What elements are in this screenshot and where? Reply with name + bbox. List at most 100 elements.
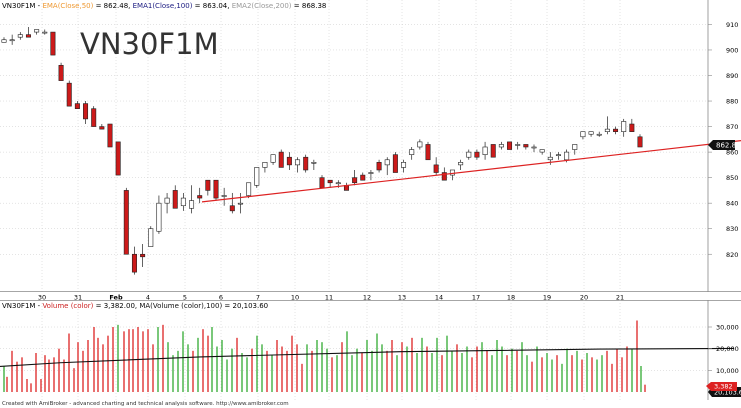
candle[interactable] (50, 31, 56, 56)
candle-body (221, 195, 227, 197)
candle[interactable] (115, 141, 121, 176)
candle-body (596, 133, 602, 136)
candle[interactable] (401, 159, 407, 173)
candle[interactable] (131, 246, 137, 275)
price-tick-label: 860 (726, 149, 738, 157)
candle[interactable] (352, 169, 358, 186)
candle[interactable] (523, 144, 529, 150)
candle[interactable] (66, 80, 72, 107)
date-tick-label: 11 (325, 294, 333, 302)
candle[interactable] (91, 106, 97, 127)
candle[interactable] (539, 149, 545, 155)
candle[interactable] (580, 131, 586, 140)
candle[interactable] (25, 26, 31, 38)
candle[interactable] (197, 187, 203, 204)
candle[interactable] (327, 179, 333, 188)
candle[interactable] (1, 37, 7, 43)
candle[interactable] (42, 29, 48, 35)
candle[interactable] (515, 141, 521, 150)
candle[interactable] (237, 192, 243, 214)
candle[interactable] (107, 123, 113, 148)
candle[interactable] (629, 118, 635, 132)
candle-body (213, 179, 219, 199)
candle[interactable] (34, 29, 40, 35)
price-chart[interactable]: 820 830 840 850 860 870 880 890 900 910 862.8 VN3… (0, 0, 741, 292)
candle-body (621, 121, 627, 132)
trendline[interactable] (201, 140, 741, 203)
candle[interactable] (17, 32, 23, 40)
candle[interactable] (490, 144, 496, 158)
candle[interactable] (156, 195, 162, 234)
candle[interactable] (384, 157, 390, 176)
candle[interactable] (588, 131, 594, 137)
candle[interactable] (164, 192, 170, 214)
date-tick-label: 18 (507, 294, 515, 302)
candle[interactable] (637, 134, 643, 148)
candle[interactable] (417, 139, 423, 150)
candle[interactable] (376, 159, 382, 173)
candle-body (335, 182, 341, 185)
candle-body (91, 108, 97, 127)
candle[interactable] (286, 152, 292, 170)
candle[interactable] (123, 187, 129, 255)
candle[interactable] (58, 62, 64, 81)
candle[interactable] (205, 179, 211, 196)
candle[interactable] (621, 118, 627, 137)
volume-chart[interactable]: 10,000 20,000 30,000 20,103.6 3,382 VN30F1… (0, 300, 741, 400)
candle[interactable] (254, 167, 260, 188)
candle[interactable] (270, 154, 276, 165)
candle[interactable] (425, 141, 431, 161)
candle[interactable] (74, 101, 80, 109)
candle[interactable] (229, 192, 235, 214)
date-tick-label: 10 (291, 294, 299, 302)
candle[interactable] (474, 149, 480, 160)
candle[interactable] (83, 101, 89, 125)
candle[interactable] (303, 154, 309, 173)
candle[interactable] (604, 116, 610, 135)
candle[interactable] (262, 162, 268, 173)
candle[interactable] (295, 157, 301, 173)
date-tick-label: 31 (74, 294, 82, 302)
candle[interactable] (409, 147, 415, 160)
candle[interactable] (189, 185, 195, 214)
candle[interactable] (531, 144, 537, 153)
price-tick-label: 900 (726, 46, 738, 54)
candle[interactable] (99, 124, 105, 130)
candle[interactable] (360, 172, 366, 181)
candle[interactable] (507, 141, 513, 150)
candle[interactable] (148, 226, 154, 247)
candle-body (539, 149, 545, 153)
candle[interactable] (9, 34, 15, 45)
candle[interactable] (213, 179, 219, 201)
candle-body (246, 182, 252, 196)
candle[interactable] (311, 159, 317, 170)
candle[interactable] (596, 131, 602, 137)
candle[interactable] (498, 141, 504, 150)
candle-body (507, 141, 513, 150)
candlesticks (1, 26, 643, 275)
candle-body (303, 156, 309, 171)
candle[interactable] (278, 149, 284, 168)
price-tick-label: 840 (726, 200, 738, 208)
candle[interactable] (449, 169, 455, 181)
candle[interactable] (392, 152, 398, 173)
candle[interactable] (246, 182, 252, 199)
candle[interactable] (172, 185, 178, 209)
candle[interactable] (180, 192, 186, 211)
candle[interactable] (466, 149, 472, 160)
candle-body (629, 123, 635, 132)
candle-body (9, 39, 15, 42)
candle-body (572, 144, 578, 150)
candle[interactable] (572, 144, 578, 155)
candle[interactable] (613, 126, 619, 135)
candle[interactable] (368, 169, 374, 181)
candle[interactable] (482, 141, 488, 160)
candle-body (319, 177, 325, 189)
candle[interactable] (555, 152, 561, 160)
candle[interactable] (433, 157, 439, 176)
candle[interactable] (221, 187, 227, 206)
candle[interactable] (458, 159, 464, 170)
candle-body (637, 136, 643, 148)
volume-axis: 10,000 20,000 30,000 (708, 324, 739, 375)
candle[interactable] (140, 244, 146, 268)
